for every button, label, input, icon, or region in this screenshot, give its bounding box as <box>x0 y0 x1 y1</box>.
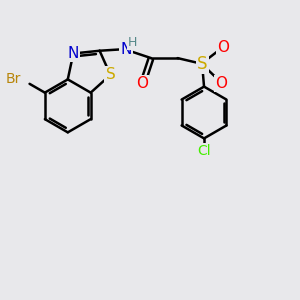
Text: H: H <box>128 36 137 49</box>
Text: Br: Br <box>6 72 21 86</box>
Text: O: O <box>136 76 148 91</box>
Text: S: S <box>197 55 208 73</box>
Text: N: N <box>120 42 132 57</box>
Text: S: S <box>106 68 115 82</box>
Text: N: N <box>68 46 79 61</box>
Text: Cl: Cl <box>197 144 211 158</box>
Text: O: O <box>217 40 229 55</box>
Text: O: O <box>215 76 227 91</box>
